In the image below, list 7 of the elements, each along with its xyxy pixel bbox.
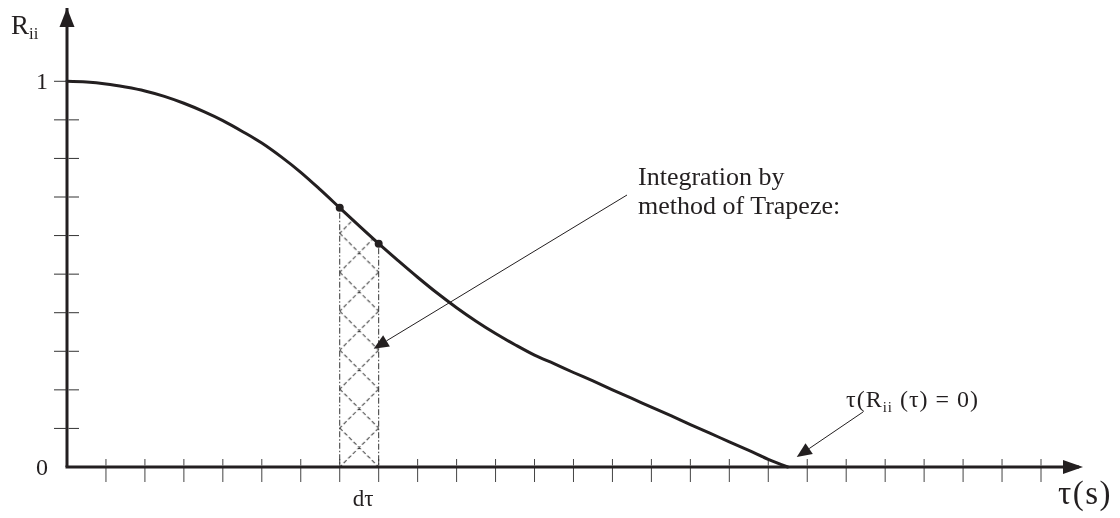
y-tick-label: 0 (36, 453, 48, 480)
annotation: τ(R$_{ii}$ (τ) = 0) (846, 386, 980, 415)
y-axis-title: R$_{ii}$ (11, 10, 39, 44)
annotation: Integration by method of Trapeze: (638, 162, 841, 220)
x-axis-title: τ(s) (1057, 475, 1112, 512)
text: dτ (352, 486, 374, 511)
y-tick-label: 1 (36, 67, 48, 94)
